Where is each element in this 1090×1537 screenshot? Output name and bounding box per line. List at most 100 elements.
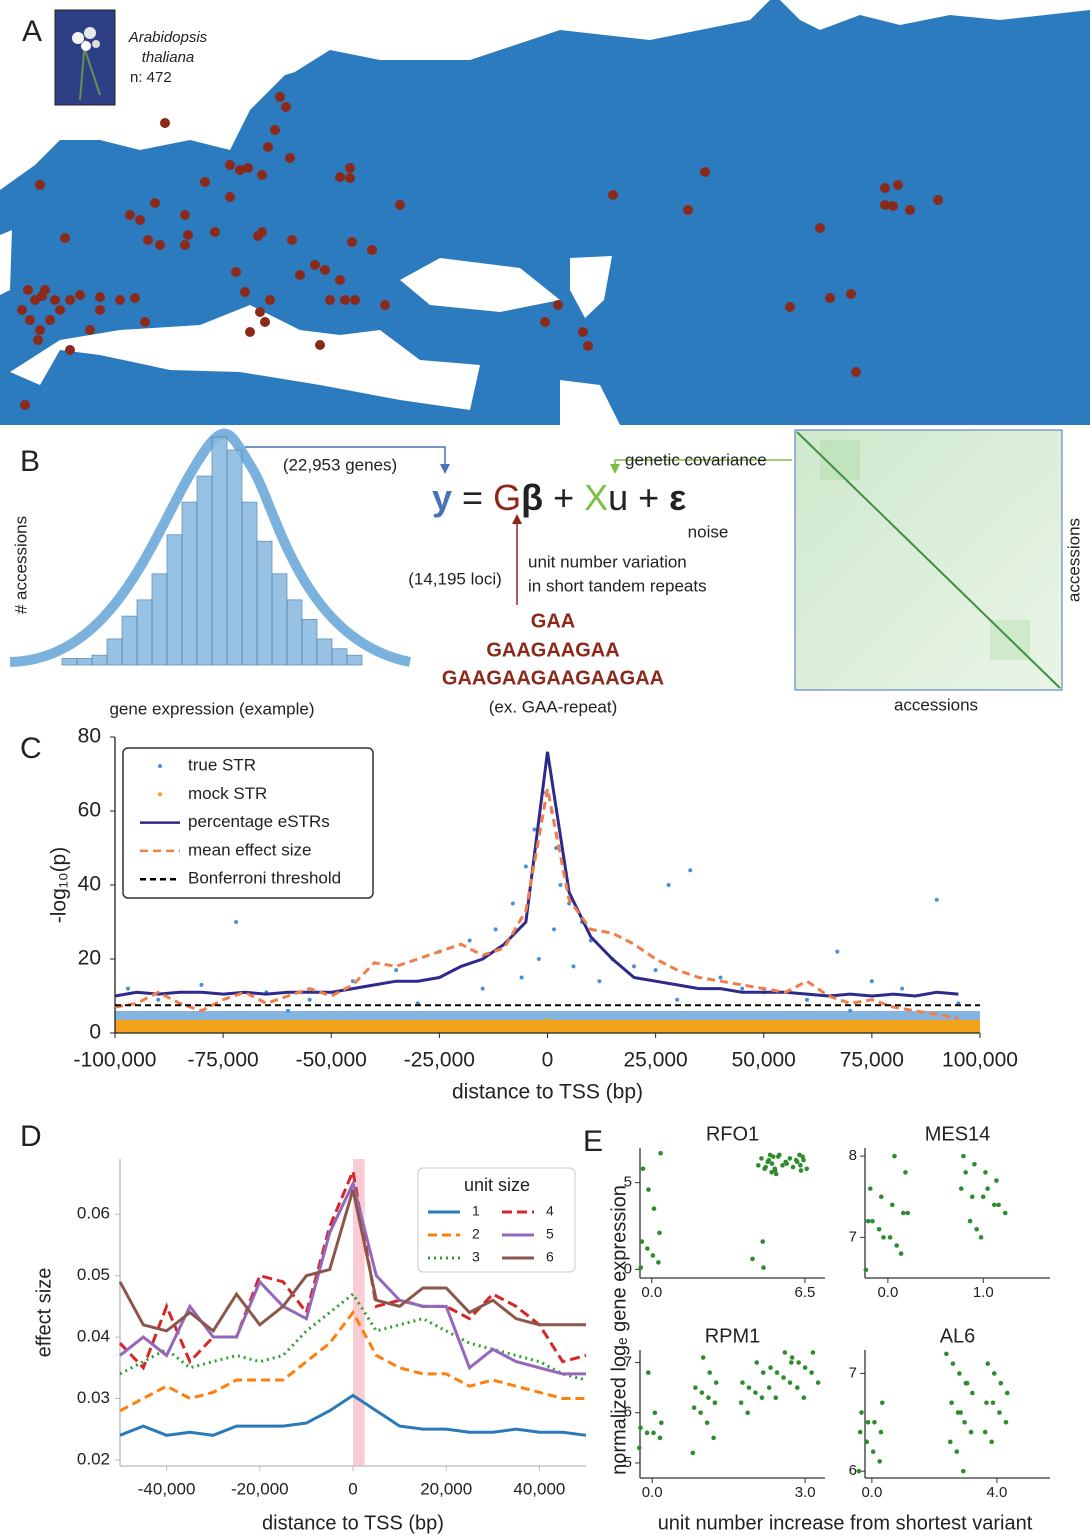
point [467, 938, 472, 943]
accession-dot [540, 317, 550, 327]
point [651, 1206, 657, 1211]
accession-dot [33, 335, 43, 345]
accession-dot [345, 173, 355, 183]
point [905, 1210, 910, 1216]
point [718, 975, 723, 980]
accession-dot [160, 118, 170, 128]
point [156, 997, 161, 1002]
loci-count: (14,195 loci) [408, 569, 502, 588]
point [781, 1375, 786, 1380]
point [795, 1385, 800, 1390]
accession-dot [880, 200, 890, 210]
x-tick-label: 20,000 [420, 1479, 472, 1498]
accession-dot [65, 345, 75, 355]
gene-count: (22,953 genes) [283, 455, 397, 474]
bar [166, 534, 183, 666]
point [657, 1230, 662, 1236]
x-tick-label: 25,000 [624, 1049, 688, 1072]
bar [301, 619, 318, 666]
point [859, 1410, 864, 1415]
point [869, 979, 874, 984]
point [798, 1163, 803, 1168]
point [658, 1150, 663, 1156]
y-axis-label: -log₁₀(p) [48, 847, 71, 923]
x-tick-label: -100,000 [74, 1049, 157, 1072]
accession-dot [35, 325, 45, 335]
legend-label: mock STR [188, 784, 267, 803]
sea [400, 258, 560, 312]
accession-dot [583, 341, 593, 351]
point [961, 1153, 966, 1159]
legend-box [122, 747, 374, 899]
point [960, 1468, 966, 1474]
point [802, 1365, 808, 1370]
point [870, 1449, 876, 1454]
point [863, 1267, 869, 1273]
point [632, 964, 636, 969]
point [894, 1243, 899, 1248]
accession-dot [231, 267, 241, 277]
accession-dot [347, 237, 357, 247]
point [704, 1420, 710, 1426]
highlight-band [353, 1159, 365, 1466]
x-tick-label: 0 [542, 1049, 554, 1072]
accession-dot [235, 165, 245, 175]
point [653, 968, 658, 973]
x-axis-label: gene expression (example) [109, 699, 314, 718]
point [944, 1351, 949, 1357]
point [985, 1186, 990, 1191]
point [698, 1410, 703, 1416]
point [879, 1400, 885, 1406]
point [856, 1468, 862, 1474]
point [898, 1251, 904, 1256]
x-tick-label: 0.0 [861, 1484, 882, 1501]
point [772, 1166, 778, 1172]
point [691, 1405, 697, 1411]
x-tick-label: 75,000 [840, 1049, 904, 1072]
point [536, 957, 541, 961]
repeat: GAAGAAGAAGAAGAA [442, 667, 664, 689]
eq-g: G [493, 477, 521, 518]
series-line [119, 1291, 587, 1382]
point [982, 1429, 988, 1435]
point [738, 1400, 744, 1406]
accession-dot [350, 295, 360, 305]
x-axis-label: unit number increase from shortest varia… [658, 1512, 1033, 1534]
accession-dot [320, 265, 330, 275]
point [990, 1400, 996, 1406]
point [740, 1380, 745, 1385]
point [761, 1021, 766, 1026]
series-line [118, 1165, 587, 1371]
point [809, 1370, 814, 1375]
accession-dot [155, 240, 165, 250]
point [878, 1429, 884, 1435]
y-tick-label: 5 [624, 1174, 632, 1191]
x-tick-label: -25,000 [404, 1049, 475, 1072]
x-tick-label: 1.0 [973, 1284, 994, 1301]
y-axis-label: normalized logₑ gene expression [608, 1185, 630, 1475]
legend-label: Bonferroni threshold [188, 869, 341, 888]
point [991, 1202, 997, 1208]
species: thaliana [142, 49, 195, 66]
accession-dot [135, 215, 145, 225]
point [493, 927, 498, 932]
eq-sym: = [462, 477, 483, 518]
point [805, 997, 809, 1002]
point [769, 1161, 775, 1166]
point [650, 1253, 656, 1258]
accession-dot [130, 293, 140, 303]
arrow-head [610, 464, 620, 474]
point [889, 1202, 895, 1208]
point [1003, 1420, 1009, 1425]
point [892, 1153, 897, 1159]
point [760, 1370, 766, 1375]
x-axis-label: distance to TSS (bp) [262, 1512, 444, 1534]
accession-dot [125, 210, 135, 220]
point [801, 1395, 807, 1400]
arrow-head [512, 514, 522, 524]
bar [196, 475, 213, 666]
point [865, 1218, 871, 1224]
x-tick-label: 0 [348, 1479, 357, 1498]
point [659, 1420, 664, 1426]
